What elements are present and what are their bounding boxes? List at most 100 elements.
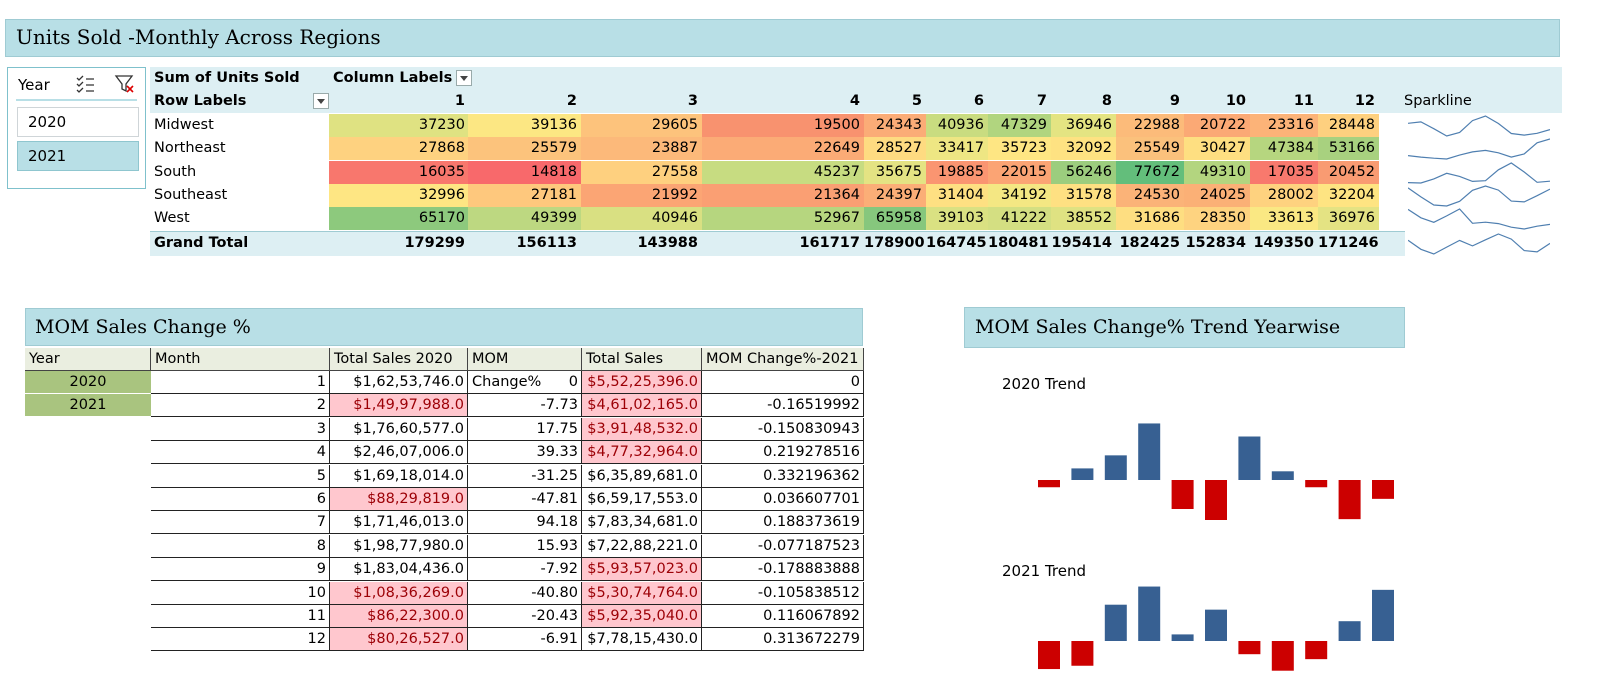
pivot-value-cell[interactable]: 17035: [1250, 160, 1318, 184]
pivot-value-cell[interactable]: 35723: [988, 137, 1051, 161]
grand-total-cell[interactable]: 143988: [637, 234, 698, 251]
mom-2020-cell[interactable]: 94.18: [468, 511, 582, 535]
mom-2021-cell[interactable]: -0.16519992: [702, 394, 864, 418]
pivot-value-cell[interactable]: 27558: [581, 160, 702, 184]
pivot-value-cell[interactable]: 34192: [988, 183, 1051, 207]
pivot-value-cell[interactable]: 22649: [702, 137, 864, 161]
mom-2020-cell[interactable]: 0: [468, 371, 582, 394]
mom-2020-cell[interactable]: -7.92: [468, 558, 582, 582]
pivot-value-cell[interactable]: 40946: [581, 207, 702, 231]
grand-total-cell[interactable]: 149350: [1253, 234, 1314, 251]
year-slicer[interactable]: Year 2020 2021: [7, 67, 146, 189]
pivot-value-cell[interactable]: 77672: [1116, 160, 1184, 184]
pivot-value-cell[interactable]: 24397: [864, 183, 926, 207]
pivot-value-cell[interactable]: 28527: [864, 137, 926, 161]
month-cell[interactable]: 11: [151, 605, 330, 628]
mom-2020-cell[interactable]: -40.80: [468, 581, 582, 605]
month-cell[interactable]: 1: [151, 371, 330, 394]
year-cell[interactable]: 2021: [25, 394, 151, 418]
pivot-value-cell[interactable]: 22988: [1116, 114, 1184, 137]
pivot-value-cell[interactable]: 39103: [926, 207, 988, 231]
month-cell[interactable]: 4: [151, 441, 330, 465]
pivot-value-cell[interactable]: 25579: [468, 137, 581, 161]
sales-2020-cell[interactable]: $1,71,46,013.0: [330, 511, 468, 535]
pivot-value-cell[interactable]: 28448: [1318, 114, 1379, 137]
month-cell[interactable]: 5: [151, 464, 330, 488]
mom-2021-cell[interactable]: 0.188373619: [702, 511, 864, 535]
month-cell[interactable]: 12: [151, 628, 330, 652]
region-label[interactable]: Northeast: [154, 140, 226, 157]
pivot-value-cell[interactable]: 22015: [988, 160, 1051, 184]
sales-2021-cell[interactable]: $4,61,02,165.0: [582, 394, 702, 418]
pivot-value-cell[interactable]: 32092: [1051, 137, 1116, 161]
grand-total-cell[interactable]: 156113: [516, 234, 577, 251]
pivot-value-cell[interactable]: 39136: [468, 114, 581, 137]
column-filter-dropdown-icon[interactable]: [456, 70, 473, 86]
pivot-value-cell[interactable]: 27181: [468, 183, 581, 207]
clear-filter-icon[interactable]: [114, 74, 136, 94]
grand-total-cell[interactable]: 180481: [988, 234, 1049, 251]
mom-2020-cell[interactable]: -7.73: [468, 394, 582, 418]
pivot-value-cell[interactable]: 49399: [468, 207, 581, 231]
sales-2020-cell[interactable]: $80,26,527.0: [330, 628, 468, 652]
pivot-value-cell[interactable]: 23887: [581, 137, 702, 161]
sales-2020-cell[interactable]: $1,62,53,746.0: [330, 371, 468, 394]
mom-2020-cell[interactable]: -31.25: [468, 464, 582, 488]
pivot-value-cell[interactable]: 38552: [1051, 207, 1116, 231]
pivot-value-cell[interactable]: 31578: [1051, 183, 1116, 207]
pivot-value-cell[interactable]: 56246: [1051, 160, 1116, 184]
pivot-value-cell[interactable]: 25549: [1116, 137, 1184, 161]
mom-2021-cell[interactable]: -0.105838512: [702, 581, 864, 605]
pivot-value-cell[interactable]: 45237: [702, 160, 864, 184]
pivot-value-cell[interactable]: 14818: [468, 160, 581, 184]
row-labels-header[interactable]: Row Labels: [150, 90, 330, 113]
grand-total-cell[interactable]: 171246: [1318, 234, 1379, 251]
mom-2020-cell[interactable]: -47.81: [468, 488, 582, 511]
mom-2020-cell[interactable]: 39.33: [468, 441, 582, 465]
pivot-value-cell[interactable]: 65170: [329, 207, 469, 231]
mom-2021-cell[interactable]: 0.219278516: [702, 441, 864, 465]
pivot-value-cell[interactable]: 24025: [1184, 183, 1250, 207]
pivot-value-cell[interactable]: 31404: [926, 183, 988, 207]
month-cell[interactable]: 9: [151, 558, 330, 582]
sales-2021-cell[interactable]: $4,77,32,964.0: [582, 441, 702, 465]
grand-total-cell[interactable]: 179299: [404, 234, 465, 251]
pivot-value-cell[interactable]: 40936: [926, 114, 988, 137]
sales-2020-cell[interactable]: $1,98,77,980.0: [330, 534, 468, 558]
grand-total-cell[interactable]: 161717: [799, 234, 860, 251]
sales-2020-cell[interactable]: $1,83,04,436.0: [330, 558, 468, 582]
pivot-value-cell[interactable]: 32996: [329, 183, 469, 207]
slicer-item-2020[interactable]: 2020: [17, 107, 139, 137]
grand-total-cell[interactable]: 178900: [864, 234, 925, 251]
pivot-value-cell[interactable]: 37230: [329, 114, 469, 137]
pivot-value-cell[interactable]: 36976: [1318, 207, 1379, 231]
column-labels-header[interactable]: Column Labels: [329, 67, 489, 90]
grand-total-cell[interactable]: 182425: [1119, 234, 1180, 251]
pivot-value-cell[interactable]: 28002: [1250, 183, 1318, 207]
mom-2021-cell[interactable]: -0.150830943: [702, 417, 864, 441]
pivot-value-cell[interactable]: 31686: [1116, 207, 1184, 231]
pivot-value-cell[interactable]: 24343: [864, 114, 926, 137]
pivot-value-cell[interactable]: 20452: [1318, 160, 1379, 184]
month-cell[interactable]: 2: [151, 394, 330, 418]
sales-2020-cell[interactable]: $2,46,07,006.0: [330, 441, 468, 465]
sales-2021-cell[interactable]: $6,35,89,681.0: [582, 464, 702, 488]
region-label[interactable]: West: [154, 210, 190, 227]
mom-2021-cell[interactable]: 0.036607701: [702, 488, 864, 511]
sales-2020-cell[interactable]: $86,22,300.0: [330, 605, 468, 628]
pivot-value-cell[interactable]: 36946: [1051, 114, 1116, 137]
mom-2020-cell[interactable]: 15.93: [468, 534, 582, 558]
pivot-value-cell[interactable]: 21992: [581, 183, 702, 207]
year-cell[interactable]: 2020: [25, 371, 151, 394]
month-cell[interactable]: 10: [151, 581, 330, 605]
pivot-value-cell[interactable]: 32204: [1318, 183, 1379, 207]
month-cell[interactable]: 7: [151, 511, 330, 535]
pivot-value-cell[interactable]: 19885: [926, 160, 988, 184]
pivot-value-cell[interactable]: 23316: [1250, 114, 1318, 137]
grand-total-cell[interactable]: 195414: [1051, 234, 1112, 251]
sales-2020-cell[interactable]: $1,08,36,269.0: [330, 581, 468, 605]
grand-total-cell[interactable]: 164745: [926, 234, 987, 251]
region-label[interactable]: Southeast: [154, 186, 228, 203]
pivot-value-cell[interactable]: 33417: [926, 137, 988, 161]
region-label[interactable]: Midwest: [154, 117, 214, 133]
